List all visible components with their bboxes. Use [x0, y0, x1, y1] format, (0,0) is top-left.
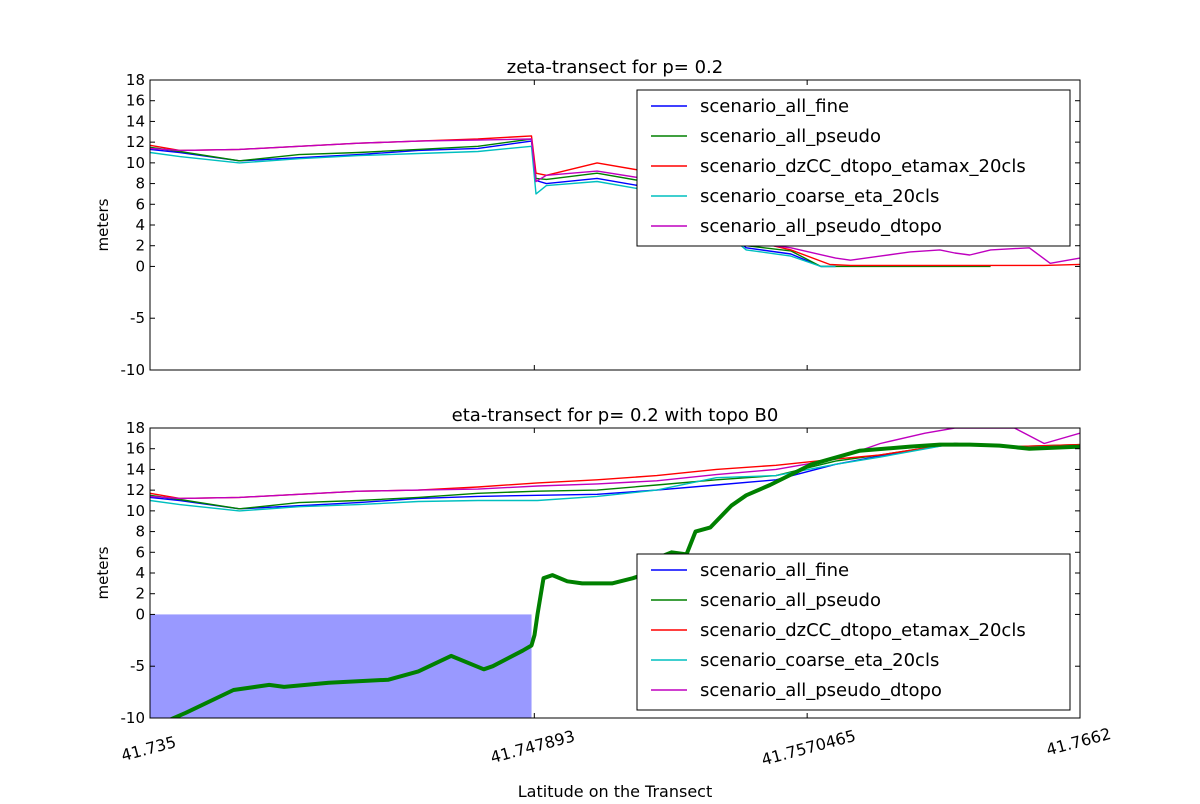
- legend-label: scenario_all_fine: [700, 96, 849, 117]
- y-tick-label: 12: [126, 133, 145, 151]
- series-line-scenario-all-pseudo-dtopo: [150, 428, 1080, 500]
- eta-transect-panel: 18 16 14 12 10 8 6 4 2 0 -5 -10 eta-transect for p= …: [94, 405, 1081, 727]
- legend-label: scenario_dzCC_dtopo_etamax_20cls: [700, 620, 1026, 641]
- legend-label: scenario_coarse_eta_20cls: [700, 186, 939, 207]
- y-tick-label: 14: [126, 112, 145, 130]
- legend-label: scenario_all_pseudo: [700, 126, 881, 147]
- series-lines: [150, 428, 1080, 718]
- legend-label: scenario_all_fine: [700, 560, 849, 581]
- legend-box: [636, 89, 1071, 247]
- y-tick-label: 0: [135, 257, 145, 275]
- y-tick-label: 0: [135, 605, 145, 623]
- x-axis-label: Latitude on the Transect: [518, 782, 713, 800]
- legend-label: scenario_coarse_eta_20cls: [700, 650, 939, 671]
- series-line-scenario-all-fine: [150, 442, 1080, 510]
- legend-label: scenario_all_pseudo: [700, 590, 881, 611]
- y-tick-label: 10: [126, 154, 145, 172]
- y-tick-label: 18: [126, 71, 145, 89]
- x-tick-label: 41.7570465: [759, 726, 857, 769]
- panel-title: zeta-transect for p= 0.2: [507, 57, 723, 78]
- x-axis-tick-labels: 41.735 41.747893 41.7570465 41.7662: [119, 724, 1113, 769]
- y-tick-label: -5: [130, 309, 145, 327]
- legend: scenario_all_fine scenario_all_pseudoscen…: [636, 553, 1071, 711]
- series-line-scenario-coarse-eta-20cls: [150, 145, 836, 268]
- legend-label: scenario_dzCC_dtopo_etamax_20cls: [700, 156, 1026, 177]
- y-tick-label: -10: [121, 361, 146, 379]
- y-tick-label: 4: [135, 216, 145, 234]
- y-tick-label: 2: [135, 237, 145, 255]
- legend-label: scenario_all_pseudo_dtopo: [700, 216, 942, 237]
- panel-title: eta-transect for p= 0.2 with topo B0: [452, 405, 779, 426]
- series-line-topo-b0: [168, 442, 1080, 718]
- y-axis-label: meters: [94, 546, 112, 599]
- series-line-scenario-coarse-eta-20cls: [150, 442, 1080, 512]
- y-tick-label: 16: [126, 440, 145, 458]
- y-tick-label: 8: [135, 523, 145, 541]
- y-tick-label: 4: [135, 564, 145, 582]
- y-axis-label: meters: [94, 198, 112, 251]
- y-tick-label: 6: [135, 195, 145, 213]
- legend-label: scenario_all_pseudo_dtopo: [700, 680, 942, 701]
- y-tick-label: 2: [135, 585, 145, 603]
- x-tick-label: 41.747893: [488, 726, 577, 767]
- series-line-scenario-dzcc-dtopo-etamax-20cls: [150, 442, 1080, 500]
- y-tick-label: -10: [121, 709, 146, 727]
- y-tick-label: 18: [126, 419, 145, 437]
- x-tick-label: 41.7662: [1044, 724, 1113, 759]
- y-tick-label: -5: [130, 657, 145, 675]
- series-line-scenario-all-pseudo: [150, 442, 1080, 510]
- zeta-transect-panel: 18 16 14 12 10 8 6 4 2 0 -5 -10 zeta-transect for p=…: [94, 57, 1081, 379]
- legend: scenario_all_fine scenario_all_pseudoscen…: [636, 89, 1071, 247]
- y-tick-label: 12: [126, 481, 145, 499]
- y-tick-label: 8: [135, 175, 145, 193]
- y-tick-label: 10: [126, 502, 145, 520]
- y-tick-label: 6: [135, 543, 145, 561]
- legend-box: [636, 553, 1071, 711]
- y-tick-label: 16: [126, 92, 145, 110]
- x-tick-label: 41.735: [119, 732, 178, 765]
- y-tick-label: 14: [126, 460, 145, 478]
